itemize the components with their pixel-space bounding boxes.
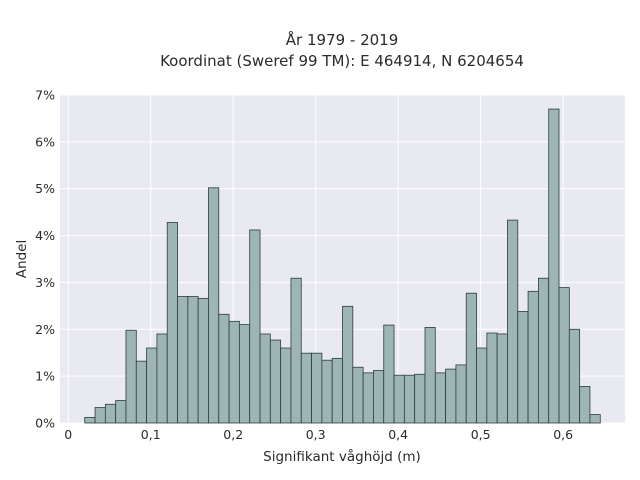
x-axis-label: Signifikant våghöjd (m): [263, 448, 421, 465]
histogram-bar: [208, 187, 220, 424]
histogram-bar: [486, 332, 498, 424]
histogram-bar: [579, 386, 591, 424]
histogram-bar: [455, 364, 467, 424]
histogram-bar: [249, 229, 261, 424]
histogram-bar: [537, 277, 550, 424]
y-tick-label: 2%: [35, 322, 55, 337]
chart-title: År 1979 - 2019: [286, 30, 399, 49]
histogram-bar: [476, 347, 488, 424]
histogram-bar: [558, 287, 570, 424]
histogram-bar: [403, 374, 416, 424]
x-tick-label: 0,6: [553, 427, 573, 442]
histogram-bar: [104, 403, 117, 424]
histogram-bar: [259, 333, 271, 424]
x-tick-label: 0,2: [223, 427, 243, 442]
histogram-bar: [342, 305, 354, 424]
histogram-bar: [414, 373, 426, 424]
y-tick-label: 7%: [35, 88, 55, 103]
histogram-bar: [496, 333, 508, 424]
histogram-bar: [135, 360, 148, 424]
histogram-bar: [517, 311, 529, 424]
histogram-bar: [383, 324, 395, 424]
histogram-bar: [393, 374, 405, 424]
histogram-bar: [373, 370, 385, 424]
histogram-bar: [269, 339, 282, 424]
histogram-bar: [434, 372, 447, 424]
histogram-bar: [125, 329, 137, 424]
y-tick-label: 3%: [35, 275, 55, 290]
x-tick-labels: 0 0,1 0,2 0,3 0,4 0,5 0,6: [64, 427, 573, 442]
histogram-bar: [187, 296, 199, 424]
histogram-bar: [166, 222, 178, 424]
histogram-bar: [331, 357, 343, 424]
histogram-bar: [445, 368, 457, 424]
histogram-bar: [321, 359, 333, 424]
histogram-bar: [424, 327, 436, 424]
histogram-bar: [300, 352, 312, 424]
histogram-bars: [84, 108, 601, 424]
histogram-bar: [84, 416, 96, 424]
histogram-bar: [177, 296, 189, 424]
x-tick-label: 0,3: [306, 427, 326, 442]
histogram-bar: [311, 352, 323, 424]
x-tick-label: 0: [64, 427, 72, 442]
histogram-bar: [115, 400, 127, 424]
x-tick-label: 0,1: [141, 427, 161, 442]
histogram-bar: [527, 290, 539, 424]
histogram-bar: [352, 366, 364, 424]
histogram-bar: [507, 219, 519, 424]
y-tick-label: 0%: [35, 416, 55, 431]
histogram-bar: [280, 347, 292, 424]
x-tick-label: 0,4: [388, 427, 408, 442]
y-axis-label: Andel: [14, 240, 30, 278]
histogram-bar: [156, 333, 168, 424]
histogram-bar: [362, 372, 374, 424]
histogram-bar: [589, 414, 601, 424]
y-tick-labels: 0% 1% 2% 3% 4% 5% 6% 7%: [35, 88, 55, 431]
histogram-bar: [465, 292, 477, 424]
y-tick-label: 6%: [35, 134, 55, 149]
chart-subtitle: Koordinat (Sweref 99 TM): E 464914, N 62…: [160, 52, 524, 70]
histogram-bar: [568, 328, 581, 424]
histogram-bar: [197, 297, 209, 424]
histogram-bar: [146, 347, 158, 424]
histogram-bar: [548, 108, 560, 424]
histogram-bar: [238, 324, 251, 424]
y-tick-label: 1%: [35, 369, 55, 384]
x-tick-label: 0,5: [471, 427, 491, 442]
histogram-bar: [290, 277, 302, 424]
histogram-bar: [218, 313, 230, 424]
histogram-bar: [94, 407, 106, 424]
histogram-bar: [228, 320, 240, 424]
y-tick-label: 5%: [35, 181, 55, 196]
y-tick-label: 4%: [35, 228, 55, 243]
